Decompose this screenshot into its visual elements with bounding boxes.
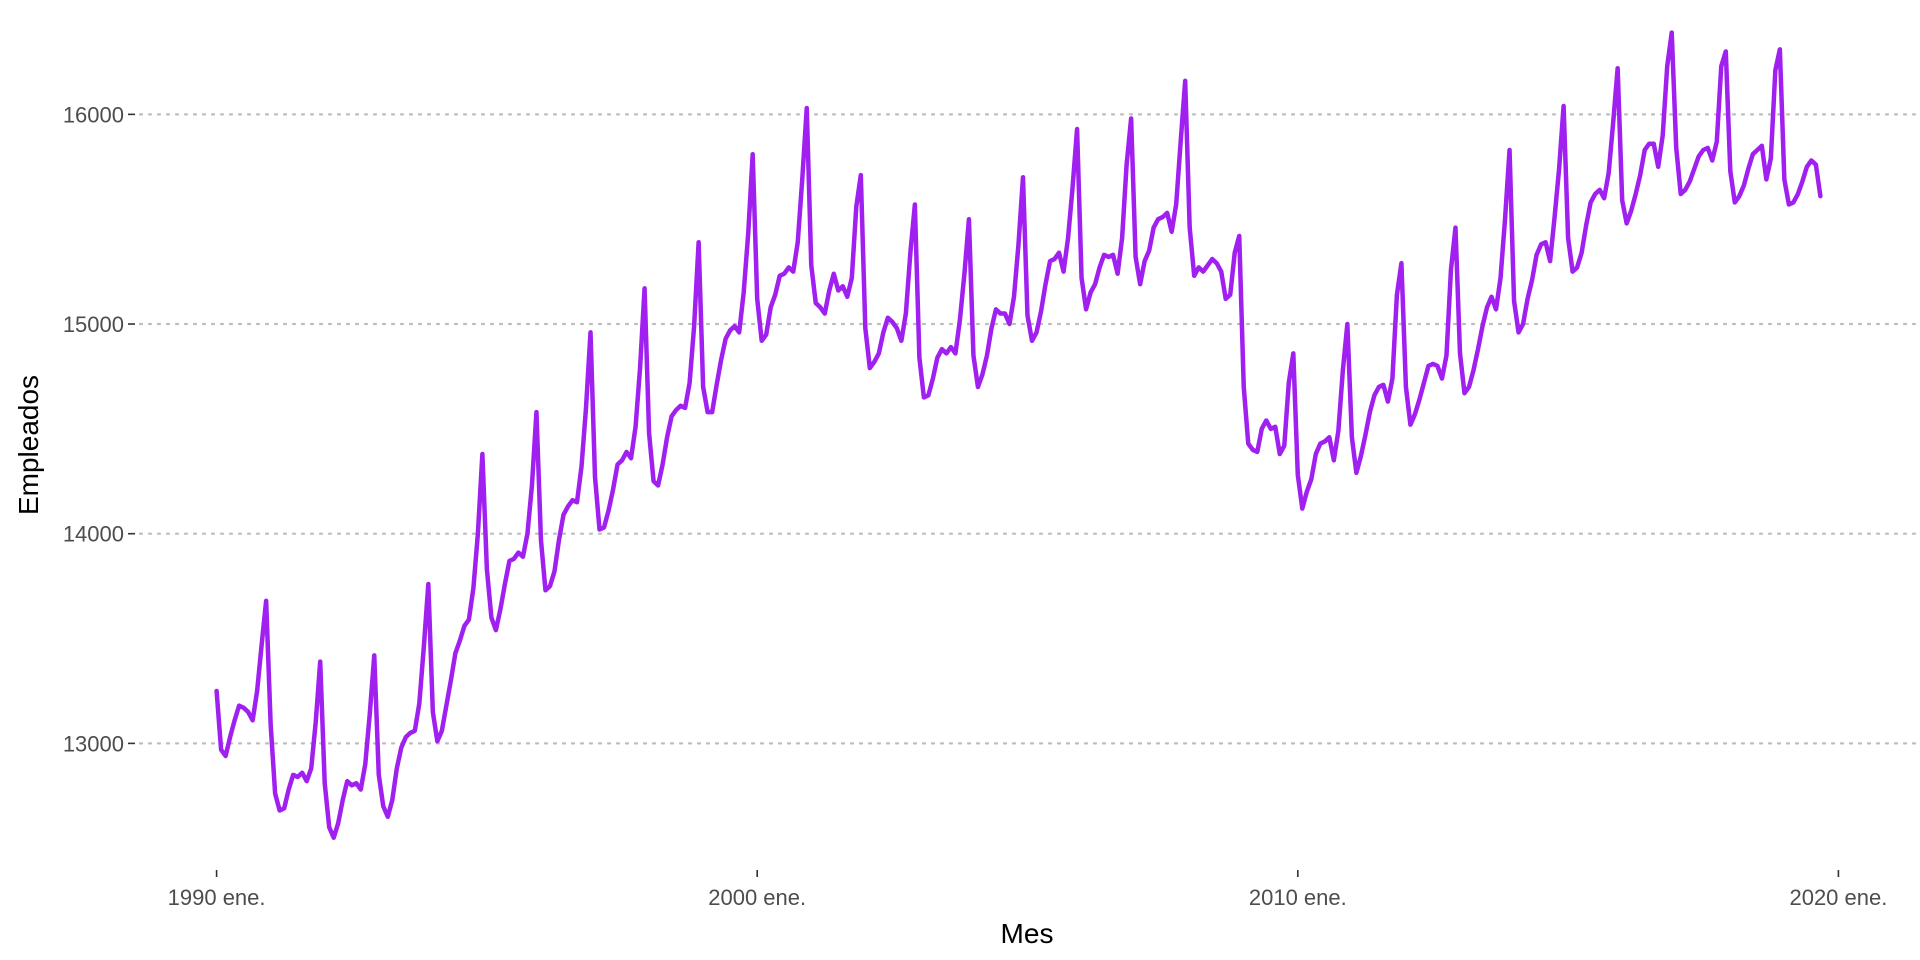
x-tick-label: 1990 ene. xyxy=(168,885,266,910)
y-tick-label: 14000 xyxy=(63,522,124,547)
x-axis-title: Mes xyxy=(1001,918,1054,949)
x-tick-label: 2010 ene. xyxy=(1249,885,1347,910)
series-line xyxy=(214,30,1823,840)
y-tick-label: 13000 xyxy=(63,731,124,756)
x-axis: 1990 ene. 2000 ene. 2010 ene. 2020 ene. xyxy=(168,870,1887,910)
y-tick-label: 16000 xyxy=(63,102,124,127)
x-tick-label: 2000 ene. xyxy=(708,885,806,910)
gridlines xyxy=(138,113,1917,745)
y-tick-label: 15000 xyxy=(63,312,124,337)
y-axis: 13000 14000 15000 16000 xyxy=(63,102,135,756)
y-axis-title: Empleados xyxy=(13,375,44,515)
x-tick-label: 2020 ene. xyxy=(1789,885,1887,910)
series-group xyxy=(214,30,1823,840)
